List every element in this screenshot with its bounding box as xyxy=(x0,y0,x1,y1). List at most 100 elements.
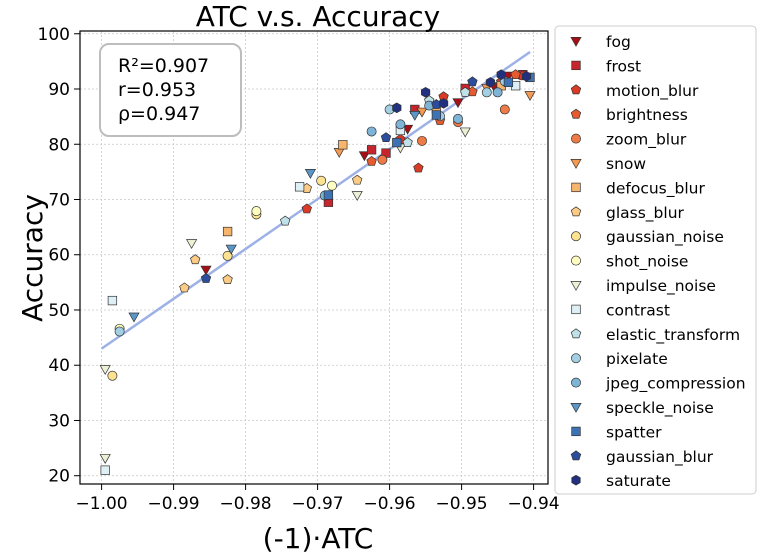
y-tick-label: 90 xyxy=(48,80,70,100)
data-point-pixelate xyxy=(114,326,125,337)
data-point-defocus-blur xyxy=(338,140,348,150)
data-point-spatter xyxy=(392,137,402,148)
data-point-spatter xyxy=(431,110,442,120)
legend-label: speckle_noise xyxy=(606,399,714,418)
data-point-contrast xyxy=(107,295,118,306)
data-point-glass-blur xyxy=(222,274,233,284)
data-point-saturate xyxy=(392,102,402,114)
legend-marker-gaussian-noise xyxy=(571,231,581,242)
data-point-impulse-noise xyxy=(351,191,363,201)
legend-label: shot_noise xyxy=(606,253,688,272)
legend-label: glass_blur xyxy=(606,204,685,223)
data-points xyxy=(99,69,536,475)
data-point-motion-blur xyxy=(413,162,424,173)
data-point-gaussian-blur xyxy=(467,76,478,87)
data-point-fog xyxy=(452,98,464,109)
data-point-glass-blur xyxy=(190,254,201,265)
legend-marker-gaussian-blur xyxy=(570,450,582,461)
legend-label: saturate xyxy=(606,472,671,490)
data-point-saturate xyxy=(421,87,431,98)
legend-marker-shot-noise xyxy=(571,255,581,266)
legend-marker-pixelate xyxy=(571,353,581,364)
legend-label: defocus_blur xyxy=(606,179,705,198)
legend-marker-glass-blur xyxy=(570,206,582,217)
data-point-glass-blur xyxy=(352,174,363,185)
legend-label: elastic_transform xyxy=(606,326,740,345)
legend-label: contrast xyxy=(606,301,670,319)
data-point-saturate xyxy=(439,98,449,109)
data-point-elastic-transform xyxy=(280,215,291,226)
y-tick-label: 50 xyxy=(48,301,70,321)
legend-marker-motion-blur xyxy=(570,84,582,95)
x-axis-ticks: −1.00 −0.99 −0.98 −0.97 −0.96 −0.95 −0.94 xyxy=(76,484,560,514)
stat-line: r=0.953 xyxy=(118,79,196,101)
data-point-fog xyxy=(401,124,414,135)
y-tick-label: 30 xyxy=(48,411,70,431)
x-tick-label: −0.98 xyxy=(220,494,272,514)
data-point-motion-blur xyxy=(301,203,312,214)
data-point-gaussian-blur xyxy=(200,273,212,283)
legend-label: jpeg_compression xyxy=(605,375,746,394)
data-point-elastic-transform xyxy=(402,137,413,147)
stat-line: R²=0.907 xyxy=(118,55,209,77)
data-point-jpeg-compression xyxy=(453,113,463,124)
stats-box-frame xyxy=(99,43,242,137)
data-point-spatter xyxy=(323,190,334,200)
data-point-impulse-noise xyxy=(185,239,198,250)
data-point-saturate xyxy=(521,70,531,82)
legend-label: snow xyxy=(606,155,646,173)
data-point-snow xyxy=(524,91,536,101)
data-point-gaussian-noise xyxy=(222,250,233,261)
data-point-saturate xyxy=(485,77,495,88)
legend-label: brightness xyxy=(606,106,688,124)
legend-label: impulse_noise xyxy=(606,277,716,296)
data-point-contrast xyxy=(294,182,305,192)
y-axis-label: Accuracy xyxy=(16,194,49,322)
x-tick-label: −0.99 xyxy=(148,494,200,514)
data-point-impulse-noise xyxy=(459,127,471,138)
data-point-fog xyxy=(358,151,371,162)
plot-frame xyxy=(79,30,549,485)
data-point-impulse-noise xyxy=(99,454,111,464)
y-tick-label: 80 xyxy=(48,135,70,155)
data-point-frost xyxy=(366,145,377,155)
data-point-zoom-blur xyxy=(377,154,388,165)
legend-frame xyxy=(554,25,757,495)
stat-line: ρ=0.947 xyxy=(118,103,200,125)
data-point-brightness xyxy=(510,69,521,80)
legend-marker-jpeg-compression xyxy=(571,377,581,388)
legend-marker-fog xyxy=(570,37,582,47)
x-tick-label: −0.97 xyxy=(292,494,344,514)
y-tick-label: 60 xyxy=(48,246,70,266)
x-tick-label: −1.00 xyxy=(76,494,128,514)
legend-label: spatter xyxy=(606,423,662,441)
x-tick-label: −0.94 xyxy=(508,494,560,514)
legend-label: gaussian_blur xyxy=(606,448,714,467)
data-point-gaussian-noise xyxy=(107,370,118,381)
y-tick-label: 40 xyxy=(48,356,70,376)
y-tick-label: 100 xyxy=(38,25,70,45)
data-point-zoom-blur xyxy=(499,104,510,115)
data-point-jpeg-compression xyxy=(366,126,377,137)
data-point-spatter xyxy=(503,77,514,88)
data-point-gaussian-blur xyxy=(380,132,392,143)
data-point-defocus-blur xyxy=(222,226,233,237)
legend-label: frost xyxy=(606,57,641,75)
y-tick-label: 70 xyxy=(48,190,70,210)
legend-marker-speckle-noise xyxy=(570,403,582,413)
x-tick-label: −0.95 xyxy=(436,494,488,514)
data-point-zoom-blur xyxy=(417,135,427,146)
data-point-impulse-noise xyxy=(99,365,111,376)
data-point-speckle-noise xyxy=(225,244,237,255)
data-point-saturate xyxy=(496,69,506,80)
legend: fog frost motion_blur brightness zoom_blursn… xyxy=(554,25,757,495)
legend-marker-defocus-blur xyxy=(571,182,581,193)
legend-marker-impulse-noise xyxy=(570,281,582,291)
data-point-gaussian-noise xyxy=(316,175,327,186)
x-axis-label: (-1)·ATC xyxy=(263,522,374,555)
data-point-pixelate xyxy=(481,87,492,98)
chart-title: ATC v.s. Accuracy xyxy=(196,0,440,33)
data-point-brightness xyxy=(366,155,377,166)
